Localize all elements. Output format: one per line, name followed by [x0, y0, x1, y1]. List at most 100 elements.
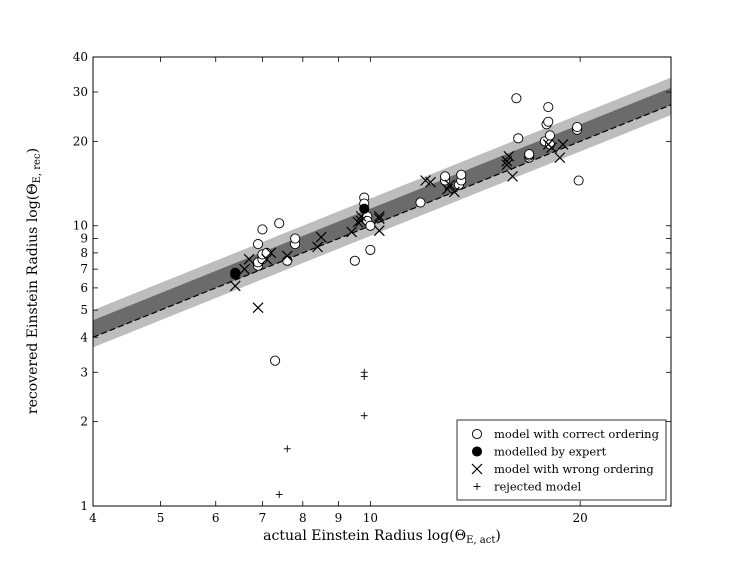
x-axis-label: actual Einstein Radius log(ΘE, act)	[263, 528, 501, 546]
y-axis-label-main: recovered Einstein Radius log(Θ	[25, 183, 41, 414]
x-tick-label: 8	[299, 511, 307, 525]
point-x-9	[346, 226, 358, 238]
series-plus	[275, 368, 368, 498]
x-tick-label: 9	[335, 511, 343, 525]
confidence-bands	[93, 77, 671, 348]
plot-area	[92, 56, 672, 507]
y-tick-label: 40	[73, 50, 88, 64]
x-axis-label-close: )	[495, 528, 500, 544]
y-axis-label-close: )	[25, 148, 41, 153]
x-tick-label: 6	[212, 511, 220, 525]
y-axis-label-subscript: E, rec	[32, 153, 43, 183]
point-x-22	[501, 159, 513, 171]
y-axis-label: recovered Einstein Radius log(ΘE, rec)	[25, 148, 43, 414]
data-points	[229, 93, 584, 498]
point-filled-circle-2	[359, 203, 370, 214]
y-tick-label: 8	[80, 246, 88, 260]
point-open-circle-26	[513, 133, 524, 144]
legend-item: model with correct ordering	[471, 427, 660, 441]
point-x-17	[425, 176, 436, 188]
x-tick-label: 10	[363, 511, 378, 525]
y-tick-label: 30	[73, 85, 88, 99]
legend-item: modelled by expert	[471, 445, 607, 459]
point-filled-circle-1	[230, 267, 241, 278]
legend-label: model with wrong ordering	[494, 462, 654, 476]
x-axis-label-main: actual Einstein Radius log(Θ	[263, 528, 466, 544]
y-tick-label: 3	[80, 365, 88, 379]
point-open-circle-8	[274, 218, 285, 229]
y-tick-label: 20	[73, 134, 88, 148]
point-open-circle-37	[572, 121, 583, 133]
y-tick-label: 9	[80, 232, 88, 246]
point-x-3	[252, 302, 264, 314]
point-x-13	[373, 213, 385, 225]
point-open-circle-9	[282, 255, 293, 266]
point-x-8	[315, 231, 327, 243]
point-open-circle-11	[290, 233, 301, 244]
point-open-circle-18	[365, 244, 376, 255]
point-x-1	[239, 263, 251, 275]
legend-label: model with correct ordering	[494, 427, 660, 441]
y-tick-label: 6	[80, 281, 88, 295]
point-open-circle-35	[544, 130, 555, 141]
legend-item: model with wrong ordering	[471, 462, 654, 476]
y-tick-label: 1	[80, 499, 88, 513]
point-open-circle-17	[365, 220, 376, 231]
y-tick-label: 10	[73, 219, 88, 233]
point-x-6	[281, 250, 293, 262]
x-axis-label-subscript: E, act	[466, 535, 495, 546]
x-axis: 4 5 6 7 8 9 10 20	[89, 57, 588, 525]
point-plus-3	[360, 372, 368, 380]
y-tick-label: 5	[80, 303, 88, 317]
x-tick-label: 20	[573, 511, 588, 525]
point-x-7	[312, 241, 324, 253]
series-x	[229, 139, 569, 314]
point-plus-4	[360, 412, 368, 420]
point-x-10	[352, 216, 364, 228]
x-tick-label: 4	[89, 511, 97, 525]
point-plus-1	[283, 445, 291, 453]
point-x-27	[554, 152, 566, 164]
y-tick-label: 4	[80, 330, 88, 344]
point-x-12	[355, 215, 367, 227]
point-x-14	[373, 210, 385, 222]
point-x-28	[557, 139, 569, 150]
point-x-2	[243, 253, 255, 265]
point-x-11	[355, 210, 367, 222]
legend-marker-plus	[473, 483, 481, 490]
x-tick-label: 7	[259, 511, 267, 525]
point-open-circle-38	[573, 175, 584, 186]
legend-marker-open-circle	[471, 428, 483, 440]
point-open-circle-24	[456, 169, 467, 180]
legend-box	[456, 419, 667, 501]
point-open-circle-2	[252, 239, 264, 250]
legend-marker-x	[471, 463, 483, 475]
legend-marker-filled-circle	[471, 446, 483, 457]
point-open-circle-33	[543, 102, 554, 113]
x-tick-label: 5	[157, 511, 165, 525]
legend: model with correct ordering modelled by e…	[456, 419, 667, 501]
point-x-0	[229, 280, 241, 292]
point-x-19	[444, 179, 456, 191]
point-plus-0	[275, 490, 283, 498]
point-open-circle-21	[440, 171, 451, 182]
point-x-20	[448, 186, 460, 198]
legend-label: modelled by expert	[494, 445, 607, 459]
point-open-circle-7	[270, 355, 281, 366]
point-x-4	[261, 253, 273, 265]
point-open-circle-3	[257, 224, 268, 235]
legend-item: rejected model	[473, 480, 582, 494]
point-x-5	[265, 247, 277, 259]
band-inner	[93, 87, 671, 338]
point-open-circle-19	[415, 197, 426, 208]
point-open-circle-12	[349, 255, 360, 266]
point-x-23	[503, 150, 515, 162]
legend-items: model with correct ordering modelled by e…	[471, 427, 660, 494]
y-tick-label: 7	[80, 262, 88, 276]
point-open-circle-25	[511, 93, 522, 104]
point-open-circle-34	[544, 139, 555, 150]
point-x-24	[507, 170, 519, 182]
y-tick-label: 2	[80, 415, 88, 429]
